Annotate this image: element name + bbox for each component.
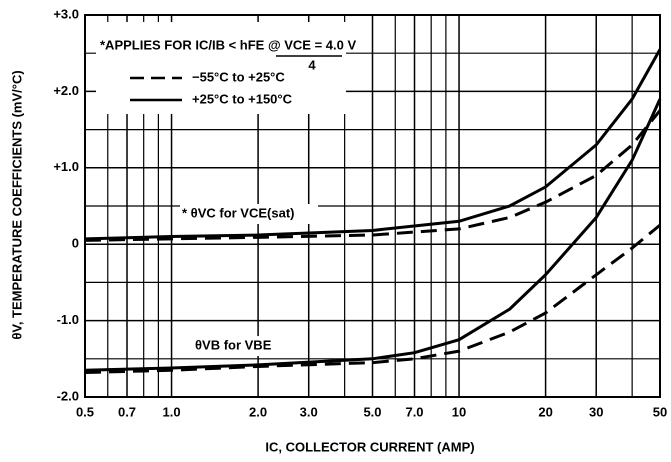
x-tick-label: 0.5	[76, 404, 94, 419]
x-tick-label: 10	[452, 404, 466, 419]
y-axis-label: θV, TEMPERATURE COEFFICIENTS (mV/°C)	[9, 70, 24, 339]
x-tick-label: 2.0	[249, 404, 267, 419]
y-tick-label: +3.0	[53, 6, 79, 21]
x-tick-label: 0.7	[118, 404, 136, 419]
y-tick-label: +2.0	[53, 83, 79, 98]
annotation-bg	[180, 204, 318, 224]
x-tick-label: 7.0	[405, 404, 423, 419]
x-tick-label: 3.0	[300, 404, 318, 419]
curve	[84, 48, 662, 241]
x-tick-label: 1.0	[163, 404, 181, 419]
legend-label: +25°C to +150°C	[192, 91, 293, 106]
legend-label: −55°C to +25°C	[192, 69, 285, 84]
annotation: θVB for VBE	[195, 337, 272, 352]
x-tick-label: 30	[589, 404, 603, 419]
x-tick-label: 5.0	[363, 404, 381, 419]
curve	[84, 98, 662, 372]
curve	[84, 223, 661, 375]
y-tick-label: +1.0	[53, 159, 79, 174]
x-axis-label: IC, COLLECTOR CURRENT (AMP)	[265, 439, 474, 454]
annotation: 4	[308, 57, 316, 72]
plot-frame	[84, 14, 661, 398]
annotation-bg	[192, 336, 292, 356]
legend-box	[96, 22, 346, 114]
y-tick-label: -1.0	[57, 312, 79, 327]
x-tick-label: 50	[653, 404, 667, 419]
y-tick-label: 0	[72, 236, 79, 251]
x-tick-label: 20	[538, 404, 552, 419]
annotation: *APPLIES FOR IC/IB < hFE @ VCE = 4.0 V	[100, 37, 356, 52]
y-tick-label: -2.0	[57, 388, 79, 403]
curve	[84, 109, 662, 242]
annotation: * θVC for VCE(sat)	[182, 205, 295, 220]
